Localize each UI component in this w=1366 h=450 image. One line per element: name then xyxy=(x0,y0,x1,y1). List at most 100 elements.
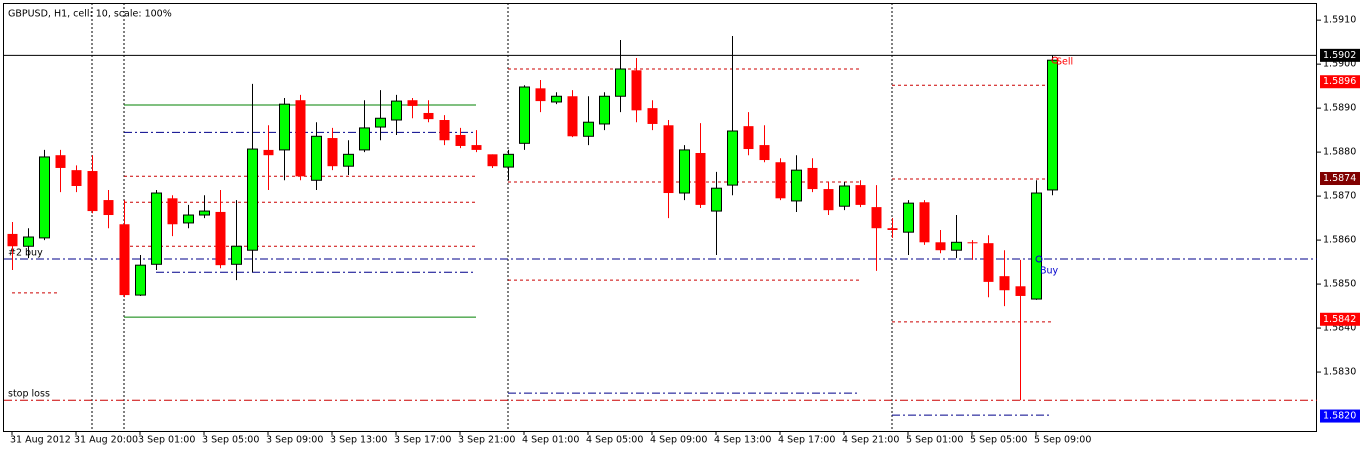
candle-body xyxy=(423,112,434,120)
candle-body xyxy=(663,125,674,194)
x-tick-label: 4 Sep 21:00 xyxy=(842,435,899,446)
price-tag xyxy=(1320,75,1360,89)
y-tick-label: 1.5870 xyxy=(1323,191,1356,202)
x-tick-label: 3 Sep 13:00 xyxy=(330,435,387,446)
candle-body xyxy=(807,167,818,190)
price-tag-label: 1.5896 xyxy=(1323,76,1356,87)
candle-body xyxy=(23,236,34,247)
y-tick-label: 1.5880 xyxy=(1323,147,1356,158)
level-label: stop loss xyxy=(8,389,50,400)
candle-body xyxy=(679,149,690,194)
candle-body xyxy=(1047,59,1058,191)
trade-marker xyxy=(1051,56,1059,64)
x-tick-label: 3 Sep 05:00 xyxy=(202,435,259,446)
candle-body xyxy=(967,242,978,244)
x-tick-label: 31 Aug 2012 xyxy=(10,435,71,446)
x-tick-label: 4 Sep 09:00 xyxy=(650,435,707,446)
x-tick-label: 3 Sep 09:00 xyxy=(266,435,323,446)
candle-body xyxy=(311,135,322,181)
candle-body xyxy=(55,155,66,168)
x-tick-label: 4 Sep 17:00 xyxy=(778,435,835,446)
price-tag xyxy=(1320,48,1360,62)
candle-body xyxy=(695,152,706,205)
candle-body xyxy=(87,171,98,212)
candle-body xyxy=(599,95,610,125)
x-tick-label: 3 Sep 21:00 xyxy=(458,435,515,446)
candle-body xyxy=(871,207,882,229)
candle-body xyxy=(647,108,658,124)
candle-body xyxy=(919,202,930,243)
candle-body xyxy=(551,95,562,103)
candle-body xyxy=(535,88,546,102)
candle-body xyxy=(199,210,210,216)
candle-body xyxy=(343,153,354,167)
candle-body xyxy=(151,192,162,265)
candle-body xyxy=(359,127,370,151)
trade-marker xyxy=(1035,255,1043,263)
candle-body xyxy=(487,154,498,167)
candle-body xyxy=(167,198,178,225)
candle-body xyxy=(951,241,962,251)
trade-label: Sell xyxy=(1056,57,1073,68)
candle-body xyxy=(455,134,466,146)
price-tag xyxy=(1320,172,1360,186)
price-tag xyxy=(1320,312,1360,326)
price-tag xyxy=(1320,409,1360,423)
chart-title: GBPUSD, H1, cell: 10, scale: 100% xyxy=(8,9,172,20)
y-tick-label: 1.5890 xyxy=(1323,103,1356,114)
level-label: #2 buy xyxy=(8,248,43,259)
candle-body xyxy=(759,145,770,161)
candle-body xyxy=(727,130,738,186)
candle-body xyxy=(71,170,82,186)
candle-body xyxy=(887,228,898,230)
candle-body xyxy=(7,233,18,247)
candle-body xyxy=(823,189,834,211)
plot-frame xyxy=(3,3,1317,432)
candle-body xyxy=(999,276,1010,291)
candle-body xyxy=(775,162,786,199)
candle-body xyxy=(567,96,578,137)
candle-body xyxy=(215,211,226,266)
x-tick-label: 5 Sep 01:00 xyxy=(906,435,963,446)
x-tick-label: 4 Sep 13:00 xyxy=(714,435,771,446)
y-tick-label: 1.5900 xyxy=(1323,59,1356,70)
candle-body xyxy=(519,86,530,144)
candle-body xyxy=(39,156,50,239)
candle-body xyxy=(983,243,994,282)
candle-body xyxy=(1031,192,1042,300)
price-tag-label: 1.5902 xyxy=(1323,50,1356,61)
candle-body xyxy=(503,153,514,168)
candle-body xyxy=(839,185,850,207)
y-tick-label: 1.5830 xyxy=(1323,367,1356,378)
x-tick-label: 4 Sep 05:00 xyxy=(586,435,643,446)
candle-body xyxy=(583,121,594,137)
candle-body xyxy=(263,149,274,156)
candle-body xyxy=(631,70,642,111)
candle-body xyxy=(391,100,402,121)
x-tick-label: 5 Sep 05:00 xyxy=(970,435,1027,446)
x-tick-label: 3 Sep 01:00 xyxy=(138,435,195,446)
x-tick-label: 3 Sep 17:00 xyxy=(394,435,451,446)
candle-body xyxy=(119,224,130,296)
candle-body xyxy=(615,68,626,97)
x-tick-label: 31 Aug 20:00 xyxy=(74,435,138,446)
candle-body xyxy=(279,103,290,151)
price-tag-label: 1.5874 xyxy=(1323,173,1356,184)
candle-body xyxy=(407,100,418,106)
candle-body xyxy=(103,200,114,216)
price-tag-label: 1.5820 xyxy=(1323,411,1356,422)
candle-body xyxy=(791,169,802,202)
x-tick-label: 4 Sep 01:00 xyxy=(522,435,579,446)
candle-body xyxy=(743,126,754,150)
price-tag-label: 1.5842 xyxy=(1323,314,1356,325)
candle-body xyxy=(471,145,482,150)
candle-body xyxy=(935,242,946,251)
candle-body xyxy=(247,148,258,251)
y-tick-label: 1.5840 xyxy=(1323,323,1356,334)
candle-body xyxy=(375,117,386,128)
candle-body xyxy=(903,202,914,233)
candle-body xyxy=(855,185,866,205)
x-tick-label: 5 Sep 09:00 xyxy=(1034,435,1091,446)
